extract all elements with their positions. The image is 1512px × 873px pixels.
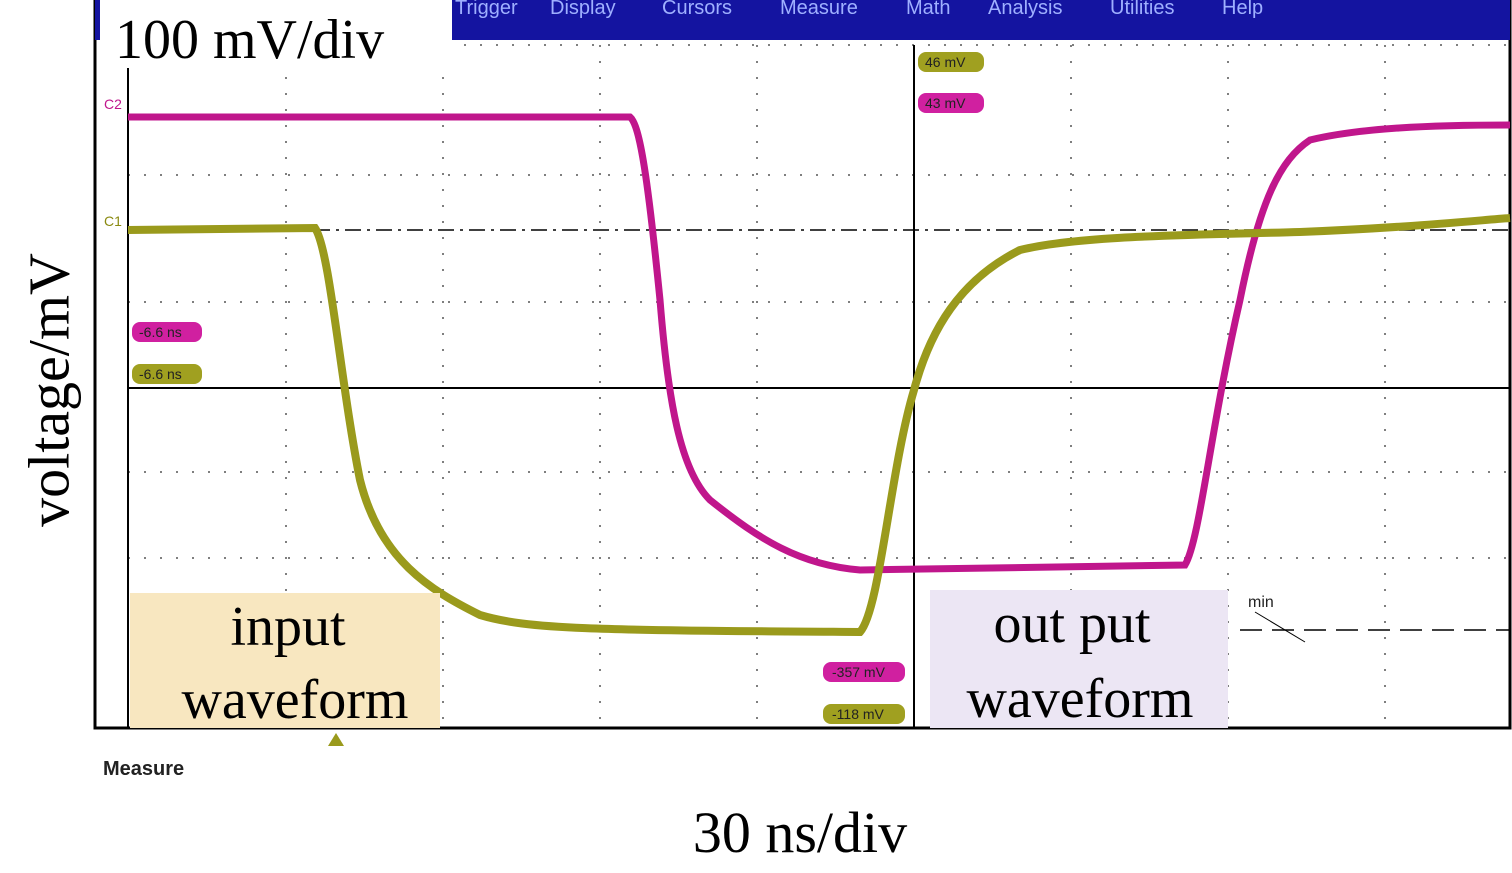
input-label-box [130,593,440,728]
readout-box [132,364,202,384]
channel-label: C1 [104,213,122,229]
min-label: min [1248,594,1274,611]
min-pointer [1254,611,1306,643]
readout: -6.6 ns [139,324,182,340]
menu-item[interactable]: Trigger [455,0,518,19]
scale-box [100,0,452,68]
readout-box [918,52,984,72]
readout: -6.6 ns [139,366,182,382]
readout-box [823,704,905,724]
y-axis-label: voltage/mV [16,253,81,527]
output-label: out put [993,593,1151,655]
menu-item[interactable]: Math [906,0,950,19]
input-waveform [127,214,1511,637]
channel-label: C2 [104,96,122,112]
menu-item[interactable]: Cursors [662,0,732,19]
readout: -357 mV [832,664,886,680]
menu-item[interactable]: Display [550,0,616,19]
readout: -118 mV [832,706,885,722]
menu-item[interactable]: Utilities [1110,0,1174,19]
readout: 43 mV [925,95,966,111]
output-waveform [128,113,1511,574]
vertical-scale: 100 mV/div [115,9,384,71]
menu-item[interactable]: Measure [780,0,858,19]
trigger-marker [328,733,344,746]
footer-label: Measure [103,758,184,780]
menu-item[interactable]: Help [1222,0,1263,19]
x-scale-label: 30 ns/div [693,800,907,865]
output-label: waveform [966,668,1193,730]
readout: 46 mV [925,54,966,70]
readout-box [132,322,202,342]
menu-item[interactable]: Analysis [988,0,1062,19]
readout-box [918,93,984,113]
output-label-box [930,590,1228,728]
readout-box [823,662,905,682]
input-label: waveform [181,669,408,731]
input-label: input [230,596,346,658]
menu-items: Trigger Display Cursors Measure Math Ana… [455,0,1263,19]
readouts: 46 mV 43 mV -6.6 ns -6.6 ns -357 mV -118… [132,52,984,724]
